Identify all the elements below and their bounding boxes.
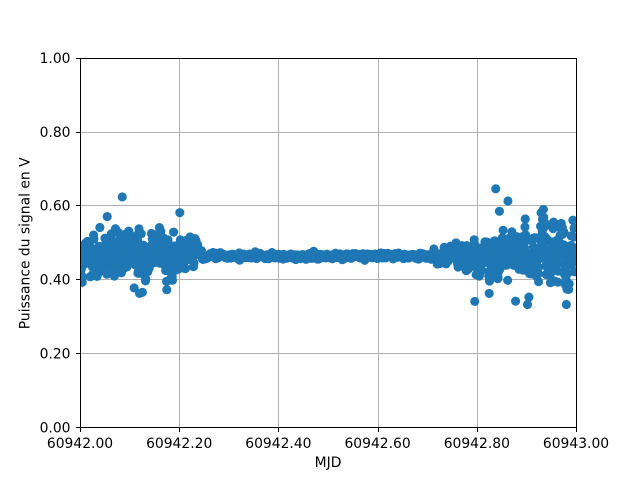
data-point [524,292,534,302]
y-tick-label: 1.00 [40,51,71,67]
data-points-layer [80,184,576,310]
x-tick-label: 60942.60 [344,436,410,452]
data-point [533,268,543,279]
data-point [534,277,544,287]
data-point [511,296,521,306]
data-point [162,285,172,295]
axes-frame [80,58,577,428]
data-point [568,215,576,225]
y-tick-label: 0.20 [40,347,71,363]
data-point [494,206,504,216]
data-point [553,277,563,287]
data-point [564,279,574,289]
data-point [136,229,146,239]
data-point [167,275,178,285]
y-tick-label: 0.40 [40,273,71,289]
x-tick-label: 60942.80 [444,436,510,452]
data-point [485,275,495,285]
data-point [137,287,147,297]
data-point [498,225,508,235]
data-point [569,223,576,233]
data-point [189,258,199,268]
y-tick-label: 0.60 [40,199,71,215]
x-tick-label: 60942.20 [146,436,212,452]
data-point [570,267,576,277]
data-point [470,296,480,306]
data-point [89,234,99,244]
data-point [563,268,573,278]
data-point [538,204,548,214]
data-point [540,218,550,228]
data-point [533,262,543,272]
data-point [484,288,494,298]
x-tick-label: 60942.40 [245,436,311,452]
data-point [503,275,513,285]
y-tick-label: 0.00 [40,421,71,437]
data-point [503,196,513,206]
x-axis-label: MJD [315,455,342,471]
data-point [169,227,179,237]
data-point [559,227,569,237]
data-point [175,208,185,218]
data-point [520,214,530,224]
data-point [569,232,576,242]
data-point [180,264,191,274]
data-point [520,222,530,232]
data-point [561,299,571,310]
data-point [95,222,105,233]
data-point [163,235,173,245]
data-point [141,274,151,284]
data-point [109,271,119,281]
data-point [522,299,533,310]
x-tick-label: 60943.00 [543,436,609,452]
y-axis-label: Puissance du signal en V [17,157,33,329]
data-point [102,211,112,222]
data-point [571,247,576,257]
y-tick-label: 0.80 [40,125,71,141]
tick-labels-layer: 60942.00 60942.20 60942.40 60942.60 60942.80… [40,51,610,452]
data-point [491,184,501,194]
data-point [571,256,576,266]
data-point [102,269,112,279]
ticks-layer [76,58,577,432]
data-point [80,277,87,287]
x-tick-label: 60942.00 [47,436,113,452]
data-point [117,192,127,202]
